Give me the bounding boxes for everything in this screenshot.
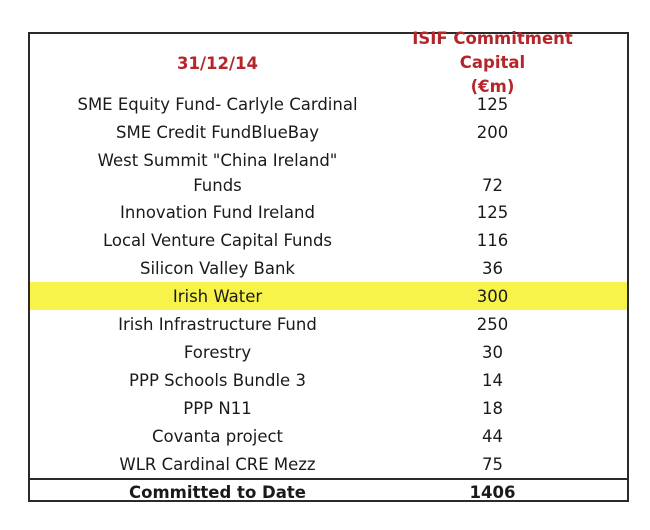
- fund-name: West Summit "China Ireland" Funds: [30, 148, 405, 198]
- table-header: 31/12/14 ISIF Commitment Capital (€m): [30, 29, 627, 96]
- fund-name: SME Equity Fund- Carlyle Cardinal: [77, 94, 358, 114]
- table-row: Irish Infrastructure Fund 250: [30, 310, 627, 338]
- fund-value: 125: [476, 94, 509, 114]
- fund-value: 116: [476, 230, 509, 250]
- table-row: SME Equity Fund- Carlyle Cardinal 125: [30, 90, 627, 118]
- date-header: 31/12/14: [177, 53, 258, 73]
- fund-name: Irish Infrastructure Fund: [118, 314, 317, 334]
- fund-name: SME Credit FundBlueBay: [116, 122, 319, 142]
- fund-name: Covanta project: [151, 426, 284, 446]
- fund-name-line1: West Summit "China Ireland": [97, 151, 338, 170]
- value-header-line1: ISIF Commitment Capital: [412, 29, 573, 72]
- fund-name: Silicon Valley Bank: [140, 258, 295, 278]
- value-header-line2: (€m): [470, 77, 515, 96]
- fund-name: WLR Cardinal CRE Mezz: [119, 454, 316, 474]
- fund-name: PPP Schools Bundle 3: [129, 370, 306, 390]
- table-row: PPP N11 18: [30, 394, 627, 422]
- table-row: Covanta project 44: [30, 422, 627, 450]
- fund-value: 14: [482, 370, 503, 390]
- table-row: WLR Cardinal CRE Mezz 75: [30, 450, 627, 478]
- table-row: Local Venture Capital Funds 116: [30, 226, 627, 254]
- fund-value: 75: [482, 454, 503, 474]
- total-value: 1406: [469, 482, 516, 502]
- commitment-table: 31/12/14 ISIF Commitment Capital (€m) SM…: [28, 29, 629, 504]
- fund-value: 300: [476, 286, 509, 306]
- fund-name: Local Venture Capital Funds: [102, 230, 333, 250]
- fund-name: Forestry: [183, 342, 252, 362]
- fund-value: 18: [482, 398, 503, 418]
- fund-name: PPP N11: [183, 398, 252, 418]
- fund-name: Innovation Fund Ireland: [120, 202, 315, 222]
- fund-value: 30: [482, 342, 503, 362]
- total-label: Committed to Date: [129, 482, 306, 502]
- fund-value: 125: [476, 202, 509, 222]
- table-row: Forestry 30: [30, 338, 627, 366]
- fund-value: 44: [482, 426, 503, 446]
- value-column-header: ISIF Commitment Capital (€m): [405, 27, 580, 99]
- table-row-highlighted: Irish Water 300: [30, 282, 627, 310]
- total-row: Committed to Date 1406: [30, 478, 627, 504]
- fund-name: Irish Water: [172, 286, 263, 306]
- table-row: Innovation Fund Ireland 125: [30, 198, 627, 226]
- table-row: Silicon Valley Bank 36: [30, 254, 627, 282]
- fund-value: 72: [482, 176, 503, 195]
- fund-name-line2: Funds: [193, 176, 242, 195]
- table-row: PPP Schools Bundle 3 14: [30, 366, 627, 394]
- table-row: SME Credit FundBlueBay 200: [30, 118, 627, 146]
- fund-value: 200: [476, 122, 509, 142]
- table-row: West Summit "China Ireland" Funds 72: [30, 146, 627, 198]
- fund-value: 250: [476, 314, 509, 334]
- fund-value: 36: [482, 258, 503, 278]
